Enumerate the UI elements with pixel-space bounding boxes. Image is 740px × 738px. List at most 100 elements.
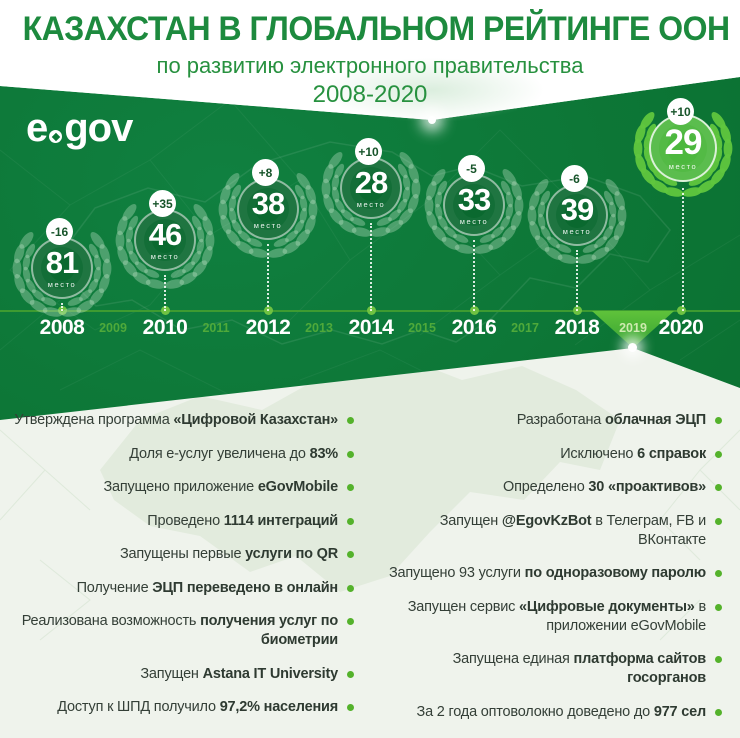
list-item-text: Утверждена программа «Цифровой Казахстан… <box>14 412 338 428</box>
list-item-text: Доступ к ШПД получило 97,2% населения <box>57 699 338 715</box>
year-label-2012: 2012 <box>245 316 291 339</box>
list-item: Реализована возможность получения услуг … <box>8 612 354 650</box>
bullet-dot-icon <box>347 484 354 491</box>
year-label-2016: 2016 <box>451 316 497 339</box>
rank-change-chip: +8 <box>252 159 279 186</box>
header-glow <box>320 58 544 122</box>
rank-change-chip: -16 <box>46 218 73 245</box>
list-item: Запущен @EgovKzBot в Телеграм, FB и ВКон… <box>380 512 722 550</box>
rank-value: 33 <box>457 182 491 217</box>
timeline-connector <box>682 188 684 311</box>
logo-text-right: gov <box>64 106 133 150</box>
laurel-wreath-icon <box>115 204 215 289</box>
bullet-dot-icon <box>347 417 354 424</box>
kazakhstan-outline <box>61 141 671 345</box>
list-item-text: Запущен Astana IT University <box>140 665 338 682</box>
list-item-text: Запущено приложение eGovMobile <box>103 479 338 495</box>
timeline-connector <box>164 275 166 311</box>
rank-change-chip: +10 <box>667 98 694 125</box>
list-item-text: Запущен @EgovKzBot в Телеграм, FB и ВКон… <box>439 512 706 548</box>
laurel-wreath-icon <box>218 173 318 258</box>
timeline-connector <box>576 250 578 311</box>
list-item: Доступ к ШПД получило 97,2% населения <box>8 698 354 717</box>
rank-change-chip: +35 <box>149 190 176 217</box>
rank-circle: 81 место <box>31 237 93 299</box>
list-item: Получение ЭЦП переведено в онлайн <box>8 579 354 598</box>
bullet-dot-icon <box>347 670 354 678</box>
bullet-dot-icon <box>347 517 354 525</box>
timeline-connector <box>370 223 372 311</box>
rank-change-chip: -6 <box>561 165 588 192</box>
rank-value: 46 <box>148 217 182 252</box>
list-item-text: Проведено 1114 интеграций <box>147 512 338 529</box>
year-label-2008: 2008 <box>39 316 85 339</box>
rank-place-label: место <box>253 221 283 230</box>
year-label-2019: 2019 <box>619 321 647 335</box>
list-item: Запущено приложение eGovMobile <box>8 478 354 497</box>
bullet-dot-icon <box>715 570 722 577</box>
list-item: Запущены первые услуги по QR <box>8 545 354 564</box>
bullet-dot-icon <box>715 517 722 525</box>
rank-change-chip: -5 <box>458 155 485 182</box>
bullet-dot-icon <box>715 656 722 663</box>
egov-logo: e gov <box>26 106 133 150</box>
list-item: Запущен сервис «Цифровые документы» в пр… <box>380 598 722 636</box>
rank-circle: 46 место <box>134 209 196 271</box>
rank-place-label: место <box>150 252 180 261</box>
list-item-text: За 2 года оптоволокно доведено до 977 се… <box>416 703 707 720</box>
header-vertex-glow <box>428 116 436 124</box>
list-item: Проведено 1114 интеграций <box>8 512 354 531</box>
year-label-2018: 2018 <box>554 316 600 339</box>
rank-place-label: место <box>356 200 386 209</box>
logo-dot-icon <box>49 130 63 143</box>
rank-circle: 29 место <box>649 114 717 182</box>
list-item-text: Запущены первые услуги по QR <box>119 546 338 562</box>
list-item-text: Исключено 6 справок <box>560 445 706 462</box>
period-label: 2008-2020 <box>312 81 428 108</box>
list-item-text: Реализована возможность получения услуг … <box>21 613 339 648</box>
list-item-text: Запущена единая платформа сайтов госорга… <box>452 651 707 686</box>
list-item: Запущена единая платформа сайтов госорга… <box>380 650 722 688</box>
list-item: Запущен Astana IT University <box>8 665 354 684</box>
rank-circle: 28 место <box>340 157 402 219</box>
list-item: Запущено 93 услуги по одноразовому парол… <box>380 564 722 583</box>
bullet-dot-icon <box>715 450 722 458</box>
bullet-dot-icon <box>347 704 354 711</box>
bullet-dot-icon <box>347 584 354 592</box>
year-label-2013: 2013 <box>305 321 333 335</box>
achievements-right: Разработана облачная ЭЦП Исключено 6 спр… <box>380 411 722 738</box>
rank-place-label: место <box>459 217 489 226</box>
year-label-2010: 2010 <box>142 316 188 339</box>
year-label-2015: 2015 <box>408 321 436 335</box>
rank-value: 28 <box>354 165 388 200</box>
achievements-left: Утверждена программа «Цифровой Казахстан… <box>8 411 354 732</box>
year-label-2009: 2009 <box>99 321 127 335</box>
laurel-wreath-icon <box>424 169 524 254</box>
logo-text-left: e <box>26 106 48 150</box>
timeline-connector <box>267 244 269 311</box>
bullet-dot-icon <box>715 708 722 716</box>
rank-value: 39 <box>560 192 594 227</box>
list-item: Доля е-услуг увеличена до 83% <box>8 445 354 464</box>
bullet-dot-icon <box>347 450 354 458</box>
laurel-wreath-icon <box>527 179 627 264</box>
page-subtitle: по развитию электронного правительства <box>156 53 584 78</box>
rank-circle: 38 место <box>237 178 299 240</box>
list-item-text: Определено 30 «проактивов» <box>502 479 706 495</box>
rank-place-label: место <box>562 227 592 236</box>
list-item: За 2 года оптоволокно доведено до 977 се… <box>380 703 722 722</box>
rank-value: 38 <box>251 186 285 221</box>
list-item-text: Получение ЭЦП переведено в онлайн <box>76 579 339 596</box>
timeline-connector <box>61 303 63 311</box>
rank-place-label: место <box>47 280 77 289</box>
rank-value: 81 <box>45 245 79 280</box>
rank-value: 29 <box>664 123 703 162</box>
rank-circle: 39 место <box>546 184 608 246</box>
timeline-dot <box>676 306 686 315</box>
list-item-text: Доля е-услуг увеличена до 83% <box>129 445 338 462</box>
list-item: Разработана облачная ЭЦП <box>380 411 722 430</box>
year-label-2011: 2011 <box>202 321 230 335</box>
